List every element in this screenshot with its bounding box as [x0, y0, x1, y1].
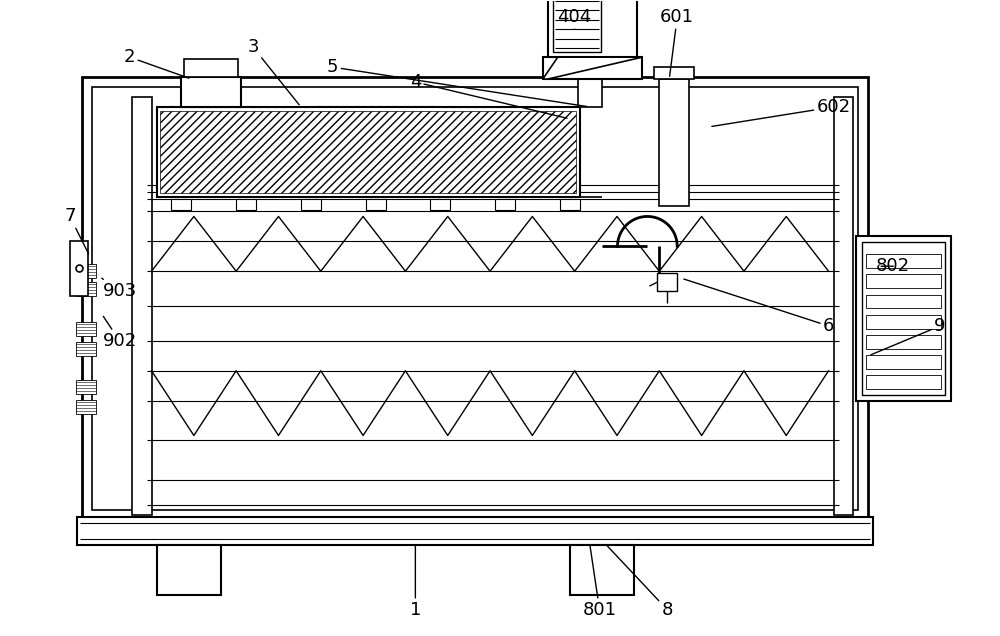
Bar	[866, 355, 941, 369]
Bar	[866, 294, 941, 308]
Bar	[495, 198, 515, 211]
Bar	[76, 264, 96, 278]
Bar	[866, 335, 941, 349]
Text: 1: 1	[410, 546, 421, 619]
Bar	[301, 198, 321, 211]
Bar	[548, 0, 637, 57]
Bar	[236, 198, 256, 211]
Text: 9: 9	[871, 317, 946, 355]
Bar	[157, 545, 221, 595]
Bar	[553, 0, 601, 52]
Bar	[866, 375, 941, 389]
Polygon shape	[543, 57, 642, 79]
Text: 5: 5	[327, 58, 587, 106]
Text: 601: 601	[660, 8, 694, 76]
Bar	[92, 87, 858, 510]
Bar	[560, 198, 580, 211]
Bar	[157, 107, 580, 197]
Bar	[171, 198, 191, 211]
Bar	[866, 275, 941, 288]
Bar	[659, 79, 689, 207]
Text: 2: 2	[124, 48, 189, 78]
Bar	[77, 517, 873, 545]
Bar	[184, 59, 238, 77]
Bar	[76, 380, 96, 394]
Text: 602: 602	[712, 98, 851, 127]
Bar	[82, 77, 868, 520]
Bar	[543, 57, 642, 79]
Bar	[856, 237, 951, 401]
Text: 801: 801	[583, 546, 617, 619]
Bar	[76, 322, 96, 336]
Bar	[181, 77, 241, 107]
Text: 903: 903	[102, 278, 137, 300]
Bar	[578, 77, 602, 107]
Bar	[866, 315, 941, 329]
Bar	[160, 111, 576, 193]
Bar	[70, 241, 88, 296]
Bar	[657, 273, 677, 291]
Bar	[430, 198, 450, 211]
Bar	[76, 399, 96, 413]
Text: 7: 7	[64, 207, 89, 254]
Text: 902: 902	[103, 316, 137, 350]
Bar	[76, 282, 96, 296]
Bar	[862, 242, 945, 395]
Bar	[570, 545, 634, 595]
Text: 3: 3	[247, 38, 299, 105]
Text: 8: 8	[606, 545, 673, 619]
Text: 6: 6	[684, 279, 834, 335]
Bar	[132, 97, 152, 515]
Text: 802: 802	[876, 257, 910, 275]
Bar	[834, 97, 853, 515]
Bar	[76, 342, 96, 356]
Text: 404: 404	[558, 8, 592, 29]
Text: 4: 4	[410, 73, 567, 118]
Bar	[654, 67, 694, 79]
Bar	[866, 254, 941, 268]
Bar	[366, 198, 386, 211]
